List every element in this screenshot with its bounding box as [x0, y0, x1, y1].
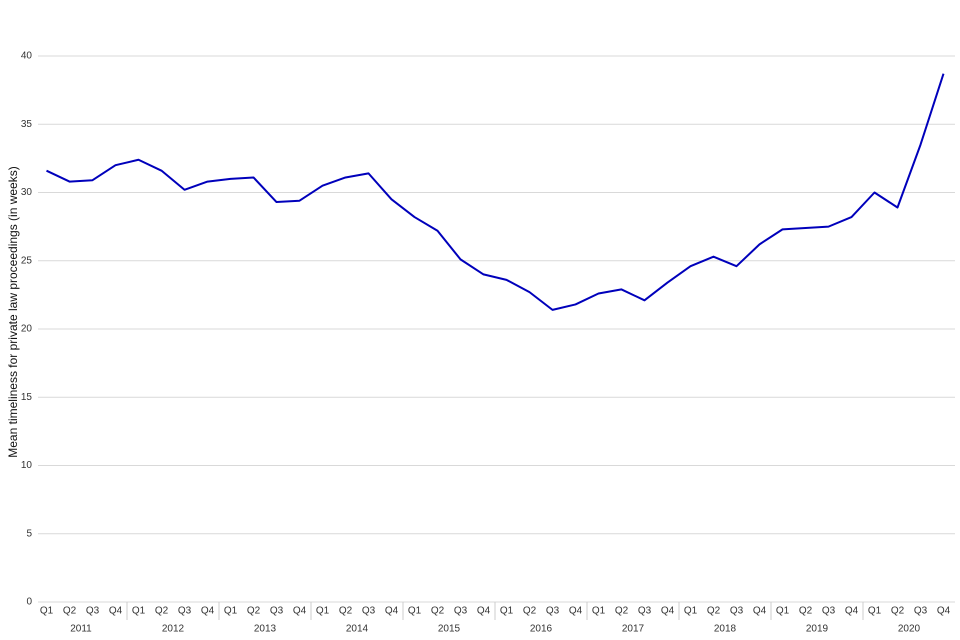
x-tick-label: Q3 [730, 606, 744, 617]
y-tick-label: 10 [21, 460, 33, 471]
y-tick-label: 40 [21, 51, 33, 62]
y-tick-label: 35 [21, 119, 33, 130]
x-tick-label: Q1 [776, 606, 790, 617]
x-tick-label: Q2 [247, 606, 261, 617]
x-tick-label: Q2 [63, 606, 77, 617]
y-tick-label: 20 [21, 324, 33, 335]
x-tick-label: Q1 [868, 606, 882, 617]
year-label: 2017 [622, 624, 645, 635]
x-tick-label: Q1 [316, 606, 330, 617]
year-label: 2019 [806, 624, 829, 635]
year-label: 2015 [438, 624, 461, 635]
x-tick-label: Q4 [661, 606, 675, 617]
y-axis-label: Mean timeliness for private law proceedi… [6, 166, 20, 457]
x-tick-label: Q2 [799, 606, 813, 617]
x-tick-label: Q1 [408, 606, 422, 617]
x-tick-label: Q2 [339, 606, 353, 617]
x-tick-label: Q4 [293, 606, 307, 617]
x-tick-label: Q1 [684, 606, 698, 617]
year-label: 2013 [254, 624, 277, 635]
y-tick-label: 30 [21, 187, 33, 198]
x-tick-label: Q3 [638, 606, 652, 617]
x-tick-label: Q1 [40, 606, 54, 617]
x-tick-label: Q1 [592, 606, 606, 617]
y-tick-label: 5 [26, 528, 32, 539]
y-tick-label: 25 [21, 255, 33, 266]
year-label: 2014 [346, 624, 369, 635]
x-tick-label: Q1 [132, 606, 146, 617]
x-tick-label: Q1 [224, 606, 238, 617]
year-label: 2012 [162, 624, 185, 635]
x-tick-label: Q4 [201, 606, 215, 617]
y-tick-label: 0 [26, 597, 32, 608]
x-tick-label: Q4 [385, 606, 399, 617]
x-tick-label: Q3 [454, 606, 468, 617]
x-tick-label: Q3 [270, 606, 284, 617]
x-tick-label: Q2 [707, 606, 721, 617]
x-tick-label: Q2 [155, 606, 169, 617]
x-tick-label: Q1 [500, 606, 514, 617]
year-label: 2016 [530, 624, 553, 635]
year-label: 2011 [70, 624, 92, 635]
x-tick-label: Q4 [109, 606, 123, 617]
x-tick-label: Q3 [178, 606, 192, 617]
year-label: 2018 [714, 624, 737, 635]
x-tick-label: Q4 [569, 606, 583, 617]
y-tick-label: 15 [21, 392, 33, 403]
x-tick-label: Q3 [362, 606, 376, 617]
x-tick-label: Q2 [615, 606, 629, 617]
x-tick-label: Q3 [546, 606, 560, 617]
x-tick-label: Q2 [431, 606, 445, 617]
x-tick-label: Q2 [523, 606, 537, 617]
x-tick-label: Q3 [822, 606, 836, 617]
year-label: 2020 [898, 624, 921, 635]
x-tick-label: Q3 [86, 606, 100, 617]
x-tick-label: Q4 [477, 606, 491, 617]
x-tick-label: Q4 [937, 606, 951, 617]
x-tick-label: Q4 [753, 606, 767, 617]
x-tick-label: Q3 [914, 606, 928, 617]
data-line [46, 73, 945, 311]
x-tick-label: Q2 [891, 606, 905, 617]
x-tick-label: Q4 [845, 606, 859, 617]
